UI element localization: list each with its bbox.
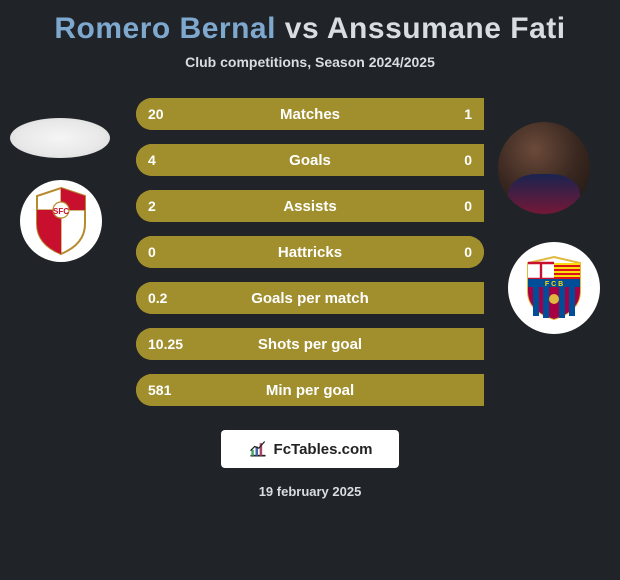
stat-value-left: 0 (148, 244, 156, 260)
stat-value-right: 0 (464, 198, 472, 214)
stat-value-left: 10.25 (148, 336, 183, 352)
barcelona-crest-icon: F C B (522, 255, 586, 321)
stat-value-right: 1 (464, 106, 472, 122)
comparison-title: Romero Bernal vs Anssumane Fati (0, 0, 620, 46)
player1-club-badge: SFC (20, 180, 102, 262)
stat-label: Min per goal (266, 382, 354, 399)
player1-avatar-placeholder (10, 118, 110, 158)
stat-label: Goals per match (251, 290, 369, 307)
stat-bar-row: Goals per match 0.2 (136, 282, 484, 314)
player2-club-badge: F C B (508, 242, 600, 334)
footer-date: 19 february 2025 (0, 484, 620, 499)
stat-value-right: 0 (464, 244, 472, 260)
stat-value-left: 4 (148, 152, 156, 168)
sevilla-crest-icon: SFC (33, 186, 89, 256)
stat-label: Matches (280, 106, 340, 123)
stat-bar-row: Min per goal 581 (136, 374, 484, 406)
stat-label: Goals (289, 152, 331, 169)
stat-value-left: 581 (148, 382, 171, 398)
stat-bar-row: Hattricks 0 0 (136, 236, 484, 268)
subtitle: Club competitions, Season 2024/2025 (0, 54, 620, 70)
stat-value-right: 0 (464, 152, 472, 168)
stat-bar-row: Shots per goal 10.25 (136, 328, 484, 360)
player2-name: Anssumane Fati (327, 12, 566, 45)
svg-text:SFC: SFC (53, 207, 69, 216)
player2-avatar (498, 122, 590, 214)
stat-value-left: 0.2 (148, 290, 167, 306)
stat-label: Assists (283, 198, 336, 215)
stat-value-left: 2 (148, 198, 156, 214)
svg-text:F C B: F C B (545, 281, 563, 288)
stat-value-left: 20 (148, 106, 164, 122)
footer-logo: FcTables.com (221, 430, 399, 468)
footer-site-text: FcTables.com (274, 441, 373, 458)
stat-bar-row: Assists 2 0 (136, 190, 484, 222)
stat-bar-row: Goals 4 0 (136, 144, 484, 176)
chart-icon (248, 439, 268, 459)
player1-name: Romero Bernal (54, 12, 276, 45)
stat-label: Hattricks (278, 244, 342, 261)
stat-label: Shots per goal (258, 336, 362, 353)
stat-bar-row: Matches 20 1 (136, 98, 484, 130)
title-vs: vs (285, 12, 319, 45)
